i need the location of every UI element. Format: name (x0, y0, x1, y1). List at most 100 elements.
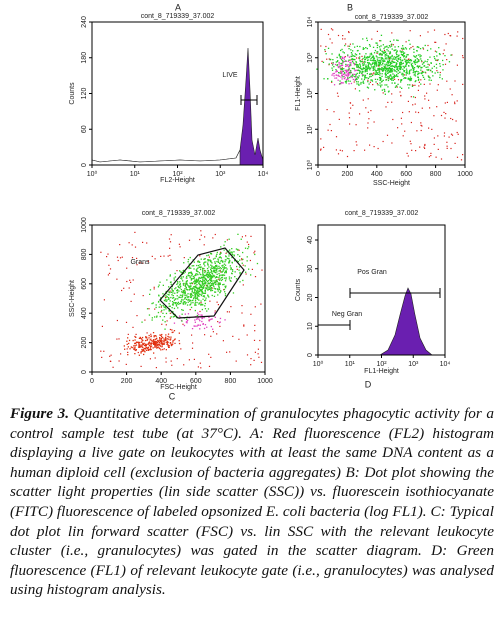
dot (198, 282, 200, 285)
dot (415, 150, 417, 152)
dot (339, 67, 342, 70)
dot (377, 51, 379, 53)
dot (419, 72, 421, 74)
dot (378, 76, 381, 79)
dot (406, 63, 408, 65)
dot (430, 62, 432, 64)
dot (384, 63, 386, 65)
dot (394, 70, 396, 72)
dot (379, 59, 381, 62)
dot (456, 35, 458, 37)
dot (399, 86, 401, 88)
dot (110, 354, 112, 356)
dot (157, 344, 160, 346)
dot (405, 72, 407, 74)
dot (336, 92, 339, 94)
dot (337, 79, 339, 81)
dot (379, 49, 382, 51)
dot (219, 267, 221, 269)
dot (254, 330, 256, 332)
dot (329, 59, 331, 61)
dot (141, 348, 143, 351)
dot (208, 266, 210, 268)
dot (193, 268, 195, 270)
dot (349, 43, 351, 45)
dot (212, 331, 214, 333)
dot (194, 325, 196, 327)
dot (430, 69, 432, 71)
dot (350, 75, 352, 77)
dot (196, 291, 199, 293)
dot (196, 289, 198, 291)
dot (225, 259, 227, 261)
dot (135, 349, 137, 352)
dot (331, 67, 333, 69)
dot (376, 73, 378, 75)
dot (424, 60, 426, 62)
dot (365, 107, 367, 109)
dot (192, 283, 194, 285)
dot (134, 349, 136, 351)
dot (209, 300, 211, 302)
dot (391, 79, 393, 81)
dot (208, 320, 210, 322)
dot (352, 62, 355, 64)
dot (187, 301, 189, 303)
dot (243, 324, 245, 326)
dot (169, 339, 171, 341)
dot (374, 70, 376, 72)
dot (248, 246, 250, 248)
dot (166, 320, 168, 322)
dot (212, 271, 214, 273)
dot (148, 341, 151, 343)
dot (198, 272, 201, 274)
dot (193, 286, 195, 288)
dot (178, 290, 180, 292)
dot (392, 65, 394, 67)
dot (150, 333, 152, 335)
caption-text: Quantitative determination of granulocyt… (10, 405, 494, 599)
dot (194, 283, 196, 285)
dot (327, 78, 329, 80)
dot (167, 345, 169, 347)
dot (422, 76, 425, 78)
dot (421, 72, 423, 75)
dot (175, 287, 177, 289)
plot-frame (317, 224, 446, 356)
dot (325, 53, 327, 55)
dot (241, 262, 243, 264)
dot (397, 67, 399, 70)
dot (384, 67, 386, 69)
dot (410, 78, 412, 80)
dot (390, 68, 393, 71)
dot (321, 60, 323, 62)
dot (260, 361, 263, 363)
dot (372, 62, 374, 64)
dot (204, 236, 206, 238)
dot (392, 73, 394, 75)
dot (385, 69, 387, 72)
y-tick-label: 10 (307, 322, 314, 330)
dot (145, 343, 147, 345)
dot (216, 276, 218, 278)
dot (339, 65, 341, 67)
dot (215, 269, 217, 271)
dot (214, 233, 216, 236)
dot (349, 73, 351, 75)
dot (202, 323, 204, 325)
dot (180, 277, 182, 279)
dot (158, 300, 160, 303)
dot (150, 345, 153, 347)
dot (192, 302, 194, 304)
dot (218, 267, 220, 269)
dot (189, 296, 192, 298)
dot (146, 336, 148, 338)
dot (219, 278, 221, 280)
dot (384, 73, 387, 75)
dot (457, 31, 459, 33)
dot (179, 281, 181, 283)
dot (414, 60, 417, 62)
dot (224, 285, 226, 288)
dot (382, 60, 384, 62)
dot (149, 358, 151, 360)
